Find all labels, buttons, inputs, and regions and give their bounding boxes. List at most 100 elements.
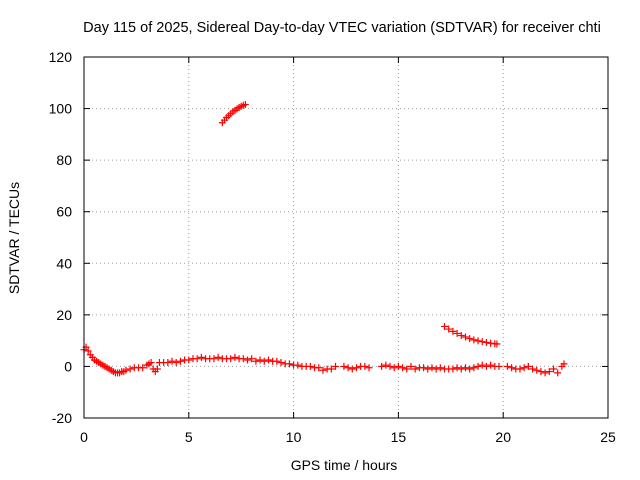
data-point [285,360,293,368]
data-point [122,366,130,374]
data-point [382,361,390,369]
data-point [176,357,184,365]
data-point [394,362,402,370]
data-point [172,359,180,367]
data-point [508,364,516,372]
data-point [277,359,285,367]
data-point [147,359,155,367]
data-point [457,365,465,373]
grid [84,57,608,418]
data-point [327,365,335,373]
data-point [441,322,449,330]
data-point [537,368,545,376]
y-tick-label: 40 [56,255,72,271]
data-point [466,365,474,373]
data-point [482,362,490,370]
data-point [164,359,172,367]
series-decay-arc [441,322,501,348]
data-point [390,364,398,372]
data-point [470,364,478,372]
y-tick-label: 120 [49,49,73,65]
data-point [214,353,222,361]
x-tick-label: 5 [185,429,193,445]
data-point [168,357,176,365]
chart-title: Day 115 of 2025, Sidereal Day-to-day VTE… [83,20,601,36]
data-point [545,368,553,376]
data-point [411,365,419,373]
data-point [231,353,239,361]
data-point [453,329,461,337]
data-point [348,365,356,373]
data-point [466,335,474,343]
data-point [503,362,511,370]
data-point [248,355,256,363]
data-point [554,369,562,377]
data-point [474,337,482,345]
y-tick-label: 20 [56,307,72,323]
y-tick-label: 80 [56,152,72,168]
x-tick-label: 15 [391,429,407,445]
data-point [453,364,461,372]
data-point [516,365,524,373]
data-point [533,366,541,374]
data-point [210,355,218,363]
data-point [294,361,302,369]
plot-frame [83,56,609,419]
data-point [197,353,205,361]
data-point [487,361,495,369]
data-point [361,362,369,370]
data-point [84,347,92,355]
data-point [428,364,436,372]
data-point [474,362,482,370]
data-point [365,364,373,372]
data-point [264,356,272,364]
data-point [243,356,251,364]
series-main-band [80,343,568,377]
data-point [478,361,486,369]
data-point [193,355,201,363]
data-point [403,365,411,373]
y-tick-label: 100 [49,101,73,117]
y-tick-label: 0 [64,358,72,374]
data-point [470,336,478,344]
data-point [185,356,193,364]
data-point [332,362,340,370]
data-point [520,364,528,372]
data-point [449,365,457,373]
data-point [420,364,428,372]
data-point [495,362,503,370]
data-point [482,338,490,346]
y-axis-label: SDTVAR / TECUs [6,182,22,294]
data-point [478,338,486,346]
data-point [457,331,465,339]
data-point [378,362,386,370]
data-point [386,362,394,370]
data-point [461,333,469,341]
data-point [273,357,281,365]
y-tick-label: -20 [52,410,72,426]
data-point [315,364,323,372]
data-point [461,364,469,372]
data-point [407,362,415,370]
series-upper-arc [218,100,249,127]
data-point [550,365,558,373]
data-point [153,365,161,373]
data-point [541,369,549,377]
data-point [352,364,360,372]
data-point [524,362,532,370]
data-point [436,364,444,372]
data-point [126,365,134,373]
data-point [260,357,268,365]
data-point [239,355,247,363]
data-point [306,362,314,370]
data-point [139,364,147,372]
data-point [424,365,432,373]
data-point [256,356,264,364]
data-point [560,360,568,368]
x-axis-label: GPS time / hours [291,457,398,473]
data-points [80,100,568,377]
x-tick-label: 0 [80,429,88,445]
data-point [399,364,407,372]
x-tick-label: 20 [495,429,511,445]
